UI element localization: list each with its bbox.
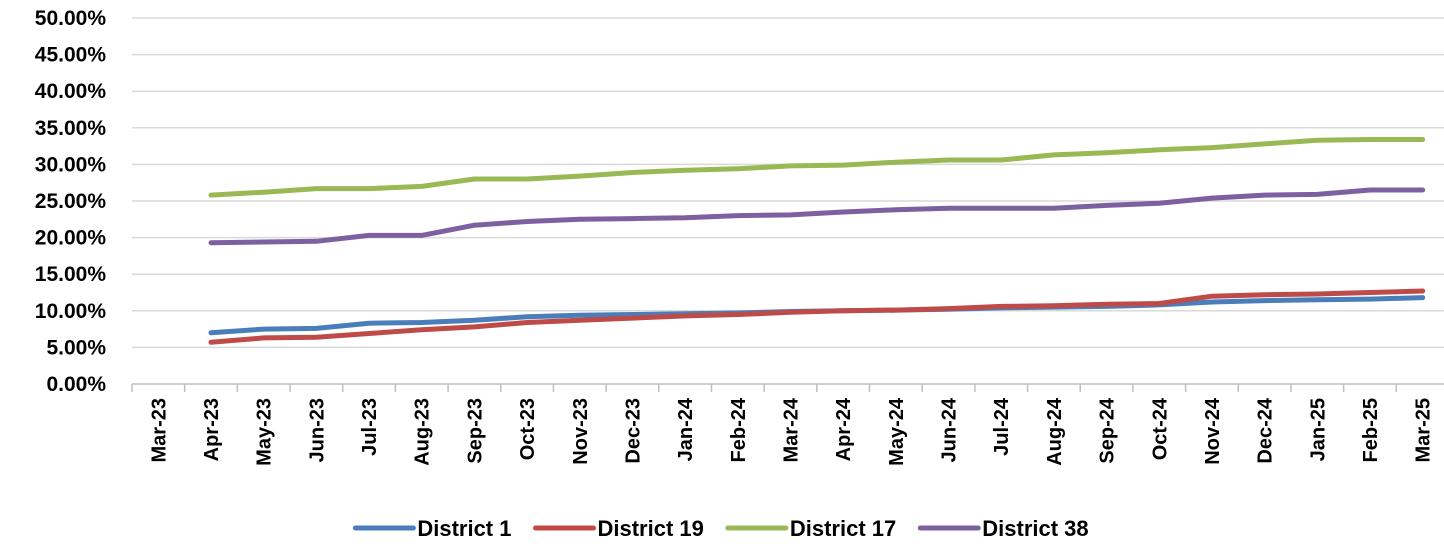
y-tick-label: 10.00% [35,300,107,323]
x-tick-label: Oct-24 [1149,397,1171,460]
x-tick-label: Jul-23 [359,398,381,456]
y-tick-label: 40.00% [35,80,107,103]
x-axis-ticks: Mar-23 Apr-23 May-23 Jun-23 Jul-23 Aug-23 Sep-… [148,397,1434,466]
x-tick-label: Feb-24 [728,397,750,462]
y-axis-ticks: 0.00% 5.00% 10.00% 15.00% 20.00% 25.00% 30.00%… [35,7,107,396]
legend-label: District 19 [597,516,703,541]
y-tick-label: 30.00% [35,153,107,176]
legend: District 1 District 19 District 17 District… [352,516,1089,541]
x-tick-label: Sep-23 [464,398,486,464]
x-tick-label: Aug-23 [412,398,434,466]
legend-label: District 1 [417,516,511,541]
series-line-district-19 [208,288,1426,345]
x-tick-label: Feb-25 [1360,398,1382,462]
x-tick-label: Nov-24 [1202,397,1224,465]
x-tick-label: Jul-24 [991,397,1013,456]
series-line-district-1 [208,295,1426,336]
x-tick-label: Apr-24 [833,397,855,461]
x-tick-label: Aug-24 [1044,397,1066,466]
x-tick-label: Sep-24 [1097,397,1119,463]
legend-label: District 17 [790,516,896,541]
x-tick-label: Dec-23 [622,398,644,464]
legend-item-district-17: District 17 [725,516,896,541]
x-tick-label: May-23 [254,398,276,466]
y-tick-label: 50.00% [35,7,107,30]
legend-item-district-19: District 19 [532,516,704,541]
y-tick-label: 25.00% [35,190,107,213]
x-tick-label: Mar-25 [1413,398,1435,462]
x-tick-label: Jan-24 [675,397,697,461]
y-tick-label: 45.00% [35,44,107,67]
x-tick-label: Jun-24 [939,397,961,462]
y-tick-label: 5.00% [46,336,106,359]
x-tick-label: Jan-25 [1307,398,1329,461]
series-lines [208,137,1426,345]
legend-item-district-38: District 38 [917,516,1089,541]
x-tick-label: Apr-23 [201,398,223,461]
x-tick-label: Oct-23 [517,398,539,460]
legend-item-district-1: District 1 [352,516,511,541]
x-tick-label: Dec-24 [1255,397,1277,463]
gridlines [131,17,1444,392]
x-tick-label: May-24 [886,397,908,466]
y-tick-label: 35.00% [35,117,107,140]
y-tick-label: 0.00% [46,373,106,396]
series-line-district-38 [208,187,1426,246]
y-tick-label: 20.00% [35,227,107,250]
series-line-district-17 [208,137,1426,198]
x-tick-label: Mar-23 [148,398,170,462]
x-tick-label: Nov-23 [570,398,592,465]
y-tick-label: 15.00% [35,263,107,286]
legend-label: District 38 [982,516,1088,541]
x-tick-label: Jun-23 [306,398,328,462]
x-tick-label: Mar-24 [781,397,803,462]
